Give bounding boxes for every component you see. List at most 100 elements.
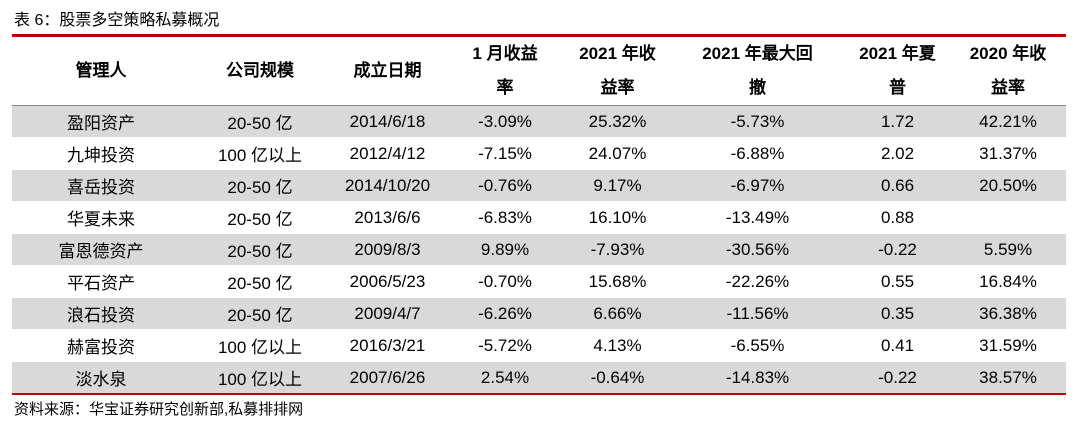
table-row: 华夏未来 20-50 亿 2013/6/6 -6.83% 16.10% -13.49% 0.… — [12, 201, 1066, 234]
table-cell: -22.26% — [670, 265, 845, 298]
header-line: 管理人 — [75, 61, 127, 80]
table-cell: 盈阳资产 — [12, 105, 190, 138]
header-line: 2020 年收 — [969, 44, 1047, 63]
table-cell: 25.32% — [565, 105, 670, 138]
table-cell: 100 亿以上 — [190, 329, 330, 362]
table-cell: 38.57% — [950, 361, 1066, 395]
table-cell: -6.55% — [670, 329, 845, 362]
table-row: 九坤投资 100 亿以上 2012/4/12 -7.15% 24.07% -6.88% 2.… — [12, 137, 1066, 170]
table-cell: 淡水泉 — [12, 361, 190, 395]
table-row: 淡水泉 100 亿以上 2007/6/26 2.54% -0.64% -14.83% -0.… — [12, 361, 1066, 395]
table-cell — [950, 201, 1066, 234]
header-row: 管理人 公司规模 成立日期 1 月收益率 2021 年收 益率 2021 年最大回撤 2021… — [12, 35, 1066, 106]
table-cell: 20-50 亿 — [190, 169, 330, 202]
source-note: 资料来源：华宝证券研究创新部,私募排排网 — [14, 401, 304, 418]
table-cell: 16.10% — [565, 201, 670, 234]
table-cell: 2.02 — [845, 137, 950, 170]
table-cell: 16.84% — [950, 265, 1066, 298]
header-line: 1 月收益 — [472, 44, 538, 63]
table-cell: 1.72 — [845, 105, 950, 138]
table-cell: 0.88 — [845, 201, 950, 234]
header-line: 撤 — [749, 78, 766, 97]
table-cell: -0.64% — [565, 361, 670, 395]
table-cell: 0.41 — [845, 329, 950, 362]
header-cell: 2021 年收 益率 — [565, 35, 670, 106]
table-cell: -0.22 — [845, 233, 950, 266]
table-cell: 华夏未来 — [12, 201, 190, 234]
table-cell: 24.07% — [565, 137, 670, 170]
header-cell: 2020 年收 益率 — [950, 35, 1066, 106]
table-cell: 31.59% — [950, 329, 1066, 362]
table-cell: 2.54% — [445, 361, 565, 395]
table-cell: 20-50 亿 — [190, 297, 330, 330]
table-cell: -7.15% — [445, 137, 565, 170]
table-cell: 2014/10/20 — [330, 169, 445, 202]
header-cell: 管理人 — [12, 35, 190, 106]
header-line: 2021 年最大回 — [702, 44, 813, 63]
table-cell: 5.59% — [950, 233, 1066, 266]
table-cell: 4.13% — [565, 329, 670, 362]
table-cell: -6.88% — [670, 137, 845, 170]
table-cell: -6.26% — [445, 297, 565, 330]
table-cell: 喜岳投资 — [12, 169, 190, 202]
table-cell: 9.17% — [565, 169, 670, 202]
header-line: 普 — [889, 78, 906, 97]
header-line: 益率 — [991, 78, 1025, 97]
table-cell: -6.83% — [445, 201, 565, 234]
table-cell: 100 亿以上 — [190, 361, 330, 395]
header-cell: 1 月收益率 — [445, 35, 565, 106]
header-cell: 2021 年夏普 — [845, 35, 950, 106]
table-cell: -6.97% — [670, 169, 845, 202]
table-cell: 2012/4/12 — [330, 137, 445, 170]
table-cell: -3.09% — [445, 105, 565, 138]
table-cell: 2006/5/23 — [330, 265, 445, 298]
table-cell: 20.50% — [950, 169, 1066, 202]
table-row: 浪石投资 20-50 亿 2009/4/7 -6.26% 6.66% -11.56% 0.3… — [12, 297, 1066, 330]
table-cell: 0.35 — [845, 297, 950, 330]
table-cell: 2016/3/21 — [330, 329, 445, 362]
data-table: 管理人 公司规模 成立日期 1 月收益率 2021 年收 益率 2021 年最大回撤 2021… — [12, 34, 1066, 395]
table-cell: 0.66 — [845, 169, 950, 202]
header-line: 成立日期 — [353, 61, 422, 80]
table-cell: -0.22 — [845, 361, 950, 395]
table-cell: -30.56% — [670, 233, 845, 266]
table-cell: 九坤投资 — [12, 137, 190, 170]
table-cell: 2014/6/18 — [330, 105, 445, 138]
table-cell: 0.55 — [845, 265, 950, 298]
header-line: 率 — [496, 78, 514, 97]
header-line: 公司规模 — [226, 61, 294, 80]
table-cell: 平石资产 — [12, 265, 190, 298]
table-cell: -0.70% — [445, 265, 565, 298]
table-cell: 20-50 亿 — [190, 201, 330, 234]
table-row: 富恩德资产 20-50 亿 2009/8/3 9.89% -7.93% -30.56% -0… — [12, 233, 1066, 266]
table-cell: 36.38% — [950, 297, 1066, 330]
table-cell: 42.21% — [950, 105, 1066, 138]
table-cell: 富恩德资产 — [12, 233, 190, 266]
table-cell: -7.93% — [565, 233, 670, 266]
header-line: 益率 — [600, 78, 635, 97]
table-cell: 赫富投资 — [12, 329, 190, 362]
table-cell: 2007/6/26 — [330, 361, 445, 395]
header-line: 2021 年夏 — [859, 44, 936, 63]
table-cell: 20-50 亿 — [190, 105, 330, 138]
table-cell: 2013/6/6 — [330, 201, 445, 234]
table-cell: 2009/4/7 — [330, 297, 445, 330]
table-cell: -0.76% — [445, 169, 565, 202]
table-cell: 100 亿以上 — [190, 137, 330, 170]
table-cell: 15.68% — [565, 265, 670, 298]
table-cell: 6.66% — [565, 297, 670, 330]
table-cell: 9.89% — [445, 233, 565, 266]
header-cell: 公司规模 — [190, 35, 330, 106]
table-cell: -5.72% — [445, 329, 565, 362]
table-cell: -13.49% — [670, 201, 845, 234]
table-row: 平石资产 20-50 亿 2006/5/23 -0.70% 15.68% -22.26% 0… — [12, 265, 1066, 298]
table-row: 喜岳投资 20-50 亿 2014/10/20 -0.76% 9.17% -6.97% 0.… — [12, 169, 1066, 202]
table-cell: 浪石投资 — [12, 297, 190, 330]
table-cell: 20-50 亿 — [190, 233, 330, 266]
table-row: 赫富投资 100 亿以上 2016/3/21 -5.72% 4.13% -6.55% 0.4… — [12, 329, 1066, 362]
table-cell: -11.56% — [670, 297, 845, 330]
table-cell: 20-50 亿 — [190, 265, 330, 298]
header-cell: 成立日期 — [330, 35, 445, 106]
header-line: 2021 年收 — [579, 44, 656, 63]
